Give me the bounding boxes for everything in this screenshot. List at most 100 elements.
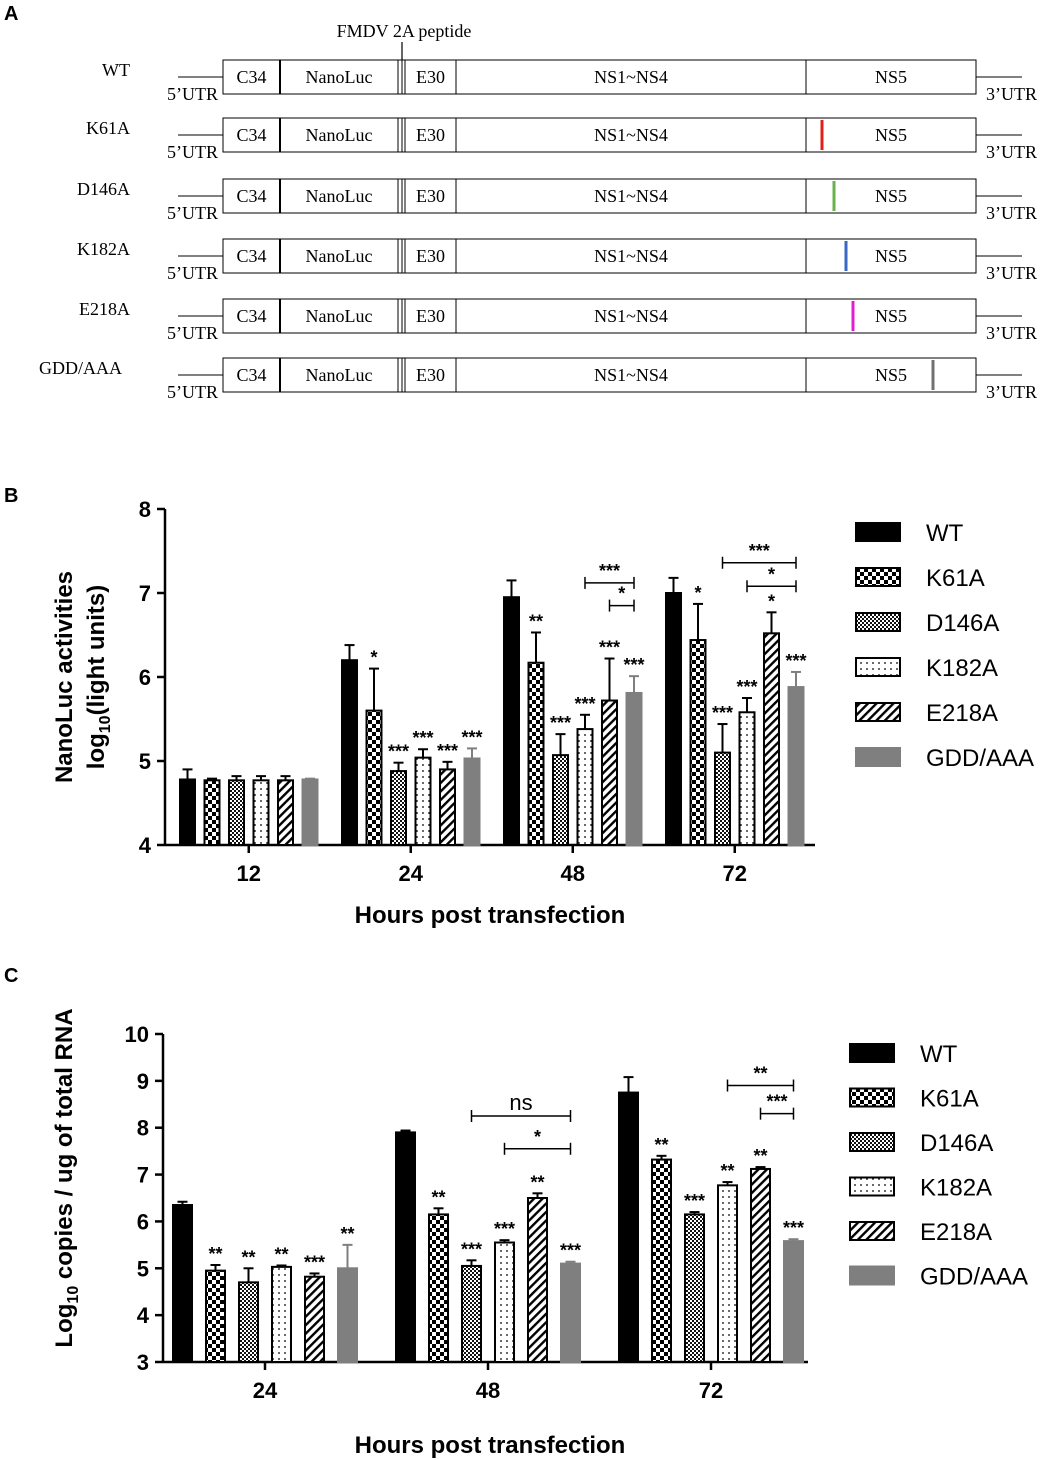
utr5-label: 5’UTR xyxy=(167,323,218,343)
segment-label: NS1~NS4 xyxy=(594,186,668,206)
bracket-label: *** xyxy=(766,1092,787,1112)
legend-label: E218A xyxy=(920,1219,992,1246)
significance-label: *** xyxy=(412,728,433,748)
segment-label: NS1~NS4 xyxy=(594,67,668,87)
bar xyxy=(390,770,407,847)
segment-label: C34 xyxy=(236,67,266,87)
segment-label: NS1~NS4 xyxy=(594,306,668,326)
construct-name: K61A xyxy=(86,118,130,138)
y-tick-label: 10 xyxy=(125,1022,149,1047)
significance-label: *** xyxy=(623,655,644,675)
bar xyxy=(684,1213,705,1364)
significance-label: *** xyxy=(388,742,409,762)
segment-label: NanoLuc xyxy=(306,125,373,145)
legend-swatch xyxy=(849,1221,895,1241)
bracket-label: ** xyxy=(753,1064,767,1084)
bracket-label: *** xyxy=(749,541,770,561)
bar xyxy=(689,639,707,846)
utr5-label: 5’UTR xyxy=(167,203,218,223)
panel-c-ylabel-log: Log xyxy=(51,1304,78,1348)
bar xyxy=(179,778,196,846)
bar xyxy=(618,1091,639,1363)
significance-label: *** xyxy=(461,1239,482,1259)
significance-label: ** xyxy=(274,1244,288,1264)
bracket-label: * xyxy=(768,564,775,584)
legend-swatch xyxy=(855,657,901,677)
legend-label: WT xyxy=(926,520,964,547)
construct-name: D146A xyxy=(77,179,130,199)
bar xyxy=(271,1265,292,1364)
bar xyxy=(601,699,618,847)
bar xyxy=(651,1158,672,1363)
bracket-label: * xyxy=(618,584,625,604)
panel-c-ylabel: Log10 copies / ug of total RNA xyxy=(51,1008,82,1347)
y-tick-label: 8 xyxy=(139,497,151,522)
utr3-label: 3’UTR xyxy=(986,142,1037,162)
legend-swatch xyxy=(849,1132,895,1152)
bracket-label: * xyxy=(534,1127,541,1147)
legend-label: K61A xyxy=(926,565,985,592)
segment-label: NanoLuc xyxy=(306,246,373,266)
significance-label: ** xyxy=(431,1187,445,1207)
legend-label: E218A xyxy=(926,700,998,727)
segment-label: NS1~NS4 xyxy=(594,125,668,145)
construct-box xyxy=(222,59,977,95)
legend-swatch xyxy=(849,1043,895,1063)
bar xyxy=(738,711,756,847)
segment-label: E30 xyxy=(416,306,445,326)
panel-c-label: C xyxy=(4,965,18,987)
legend-swatch xyxy=(855,522,901,542)
significance-label: * xyxy=(370,648,377,668)
segment-label: NS1~NS4 xyxy=(594,365,668,385)
segment-label: NS5 xyxy=(875,306,907,326)
bar xyxy=(461,1264,482,1364)
segment-label: NS5 xyxy=(875,125,907,145)
panel-b-label: B xyxy=(4,485,18,507)
legend-swatch xyxy=(849,1176,895,1197)
construct-name: E218A xyxy=(79,299,130,319)
bracket-label: ns xyxy=(509,1090,532,1115)
significance-label: ** xyxy=(241,1247,255,1267)
panel-c-copies-chart: C Log10 copies / ug of total RNA Hours p… xyxy=(4,965,1028,1459)
y-tick-label: 6 xyxy=(139,665,151,690)
bar xyxy=(228,779,245,847)
x-tick-label: 12 xyxy=(237,861,261,886)
panel-b-xlabel: Hours post transfection xyxy=(355,902,626,929)
significance-label: *** xyxy=(684,1191,705,1211)
bar xyxy=(395,1131,416,1364)
legend-label: GDD/AAA xyxy=(920,1264,1028,1291)
significance-label: *** xyxy=(712,703,733,723)
utr5-label: 5’UTR xyxy=(167,263,218,283)
segment-label: C34 xyxy=(236,125,266,145)
bar xyxy=(560,1262,581,1363)
panel-a-label: A xyxy=(4,3,18,25)
panel-c-ylabel-tail: copies / ug of total RNA xyxy=(51,1008,78,1285)
segment-label: C34 xyxy=(236,365,266,385)
legend-swatch xyxy=(849,1087,895,1108)
significance-label: *** xyxy=(494,1219,515,1239)
utr3-label: 3’UTR xyxy=(986,263,1037,283)
significance-label: ** xyxy=(340,1224,354,1244)
construct-name: WT xyxy=(102,60,130,80)
segment-label: NanoLuc xyxy=(306,186,373,206)
panel-b-ylabel-sub: 10 xyxy=(97,715,114,733)
bar xyxy=(341,659,358,847)
significance-label: *** xyxy=(599,638,620,658)
segment-label: NS5 xyxy=(875,186,907,206)
construct-name: GDD/AAA xyxy=(39,358,122,378)
utr5-label: 5’UTR xyxy=(167,142,218,162)
legend-label: K182A xyxy=(926,655,998,682)
construct-box xyxy=(222,357,977,393)
legend-label: D146A xyxy=(920,1130,993,1157)
bar xyxy=(414,756,432,847)
bar xyxy=(337,1267,358,1364)
significance-label: *** xyxy=(550,713,571,733)
segment-label: E30 xyxy=(416,67,445,87)
bar xyxy=(750,1167,771,1364)
bar xyxy=(205,1269,226,1363)
bar xyxy=(783,1240,804,1363)
bar xyxy=(365,709,383,846)
x-tick-label: 24 xyxy=(399,861,424,886)
segment-label: C34 xyxy=(236,186,266,206)
